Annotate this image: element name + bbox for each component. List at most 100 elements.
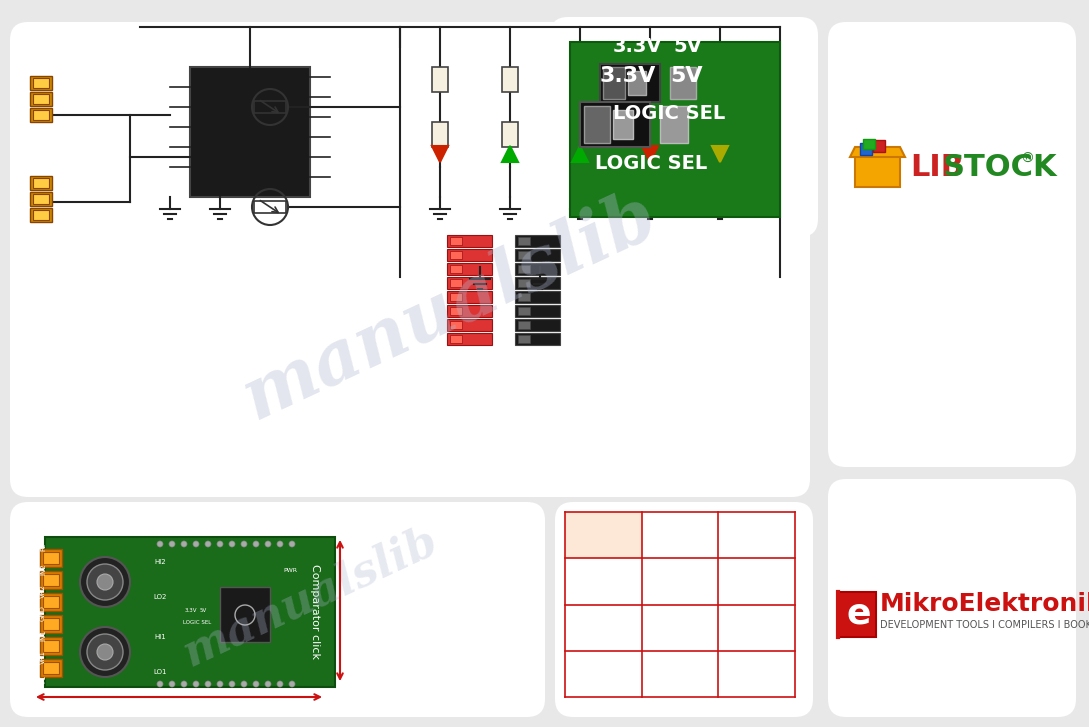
Bar [873, 140, 885, 152]
Polygon shape [855, 152, 900, 187]
Bar [30, 192, 52, 206]
Bar [30, 208, 52, 222]
Text: GND: GND [40, 605, 46, 621]
Bar [518, 237, 530, 245]
Text: LOGIC SEL: LOGIC SEL [595, 154, 707, 173]
Bar [502, 67, 518, 92]
Bar [42, 662, 59, 674]
Bar [40, 571, 62, 589]
Bar [446, 319, 492, 331]
Bar [446, 305, 492, 317]
Text: LO2: LO2 [154, 594, 167, 600]
Bar [518, 293, 530, 301]
Circle shape [265, 681, 271, 687]
Bar [446, 291, 492, 303]
Bar [30, 176, 52, 190]
Bar [515, 319, 560, 331]
Bar [450, 265, 462, 273]
Circle shape [193, 681, 199, 687]
Circle shape [241, 681, 247, 687]
Circle shape [205, 541, 211, 547]
FancyBboxPatch shape [828, 479, 1076, 717]
Bar [42, 552, 59, 564]
Bar [40, 659, 62, 677]
Bar [628, 71, 646, 95]
Circle shape [79, 627, 130, 677]
Bar [862, 139, 874, 149]
Circle shape [193, 541, 199, 547]
Bar [42, 596, 59, 608]
Circle shape [169, 681, 175, 687]
Bar [33, 194, 49, 204]
FancyBboxPatch shape [550, 17, 818, 237]
Circle shape [181, 681, 187, 687]
Bar [515, 263, 560, 275]
Bar [515, 291, 560, 303]
Circle shape [217, 541, 223, 547]
Bar [42, 618, 59, 630]
Bar [254, 201, 286, 213]
Bar [580, 102, 650, 147]
Bar [518, 335, 530, 343]
Bar [515, 249, 560, 261]
Bar [30, 92, 52, 106]
Bar [40, 637, 62, 655]
Bar [446, 277, 492, 289]
Bar [30, 108, 52, 122]
Bar [643, 67, 658, 92]
Bar [860, 143, 872, 155]
Circle shape [277, 681, 283, 687]
Text: MikroElektronika: MikroElektronika [880, 592, 1089, 616]
Circle shape [241, 541, 247, 547]
Bar [42, 574, 59, 586]
Bar [572, 122, 588, 147]
Bar [588, 47, 768, 192]
Bar [450, 237, 462, 245]
Bar [515, 333, 560, 345]
Circle shape [157, 681, 163, 687]
Circle shape [97, 574, 113, 590]
Bar [712, 122, 729, 147]
Bar [450, 335, 462, 343]
Circle shape [253, 541, 259, 547]
FancyBboxPatch shape [10, 22, 810, 497]
Bar [518, 307, 530, 315]
Bar [670, 67, 696, 99]
Bar [572, 67, 588, 92]
Bar [450, 321, 462, 329]
Bar [446, 249, 492, 261]
Bar [570, 42, 780, 217]
FancyBboxPatch shape [828, 22, 1076, 467]
Circle shape [289, 541, 295, 547]
Text: LOGIC SEL: LOGIC SEL [613, 104, 725, 123]
Bar [518, 251, 530, 259]
Text: P2: P2 [40, 543, 46, 551]
Text: 5V: 5V [200, 608, 207, 613]
Bar [600, 64, 660, 102]
Bar [839, 592, 876, 637]
Bar [432, 122, 448, 147]
Text: 3.3V: 3.3V [600, 66, 657, 86]
Text: Comparator click: Comparator click [310, 564, 320, 659]
Text: HI2: HI2 [155, 559, 166, 565]
Text: LOGIC SEL: LOGIC SEL [183, 620, 211, 625]
FancyBboxPatch shape [10, 502, 544, 717]
Circle shape [169, 541, 175, 547]
Text: IN1: IN1 [40, 629, 46, 641]
Bar [40, 549, 62, 567]
Bar [432, 67, 448, 92]
Text: e: e [846, 597, 870, 631]
Bar [515, 235, 560, 247]
Polygon shape [502, 146, 518, 162]
Polygon shape [572, 146, 588, 162]
Bar [180, 602, 212, 642]
FancyBboxPatch shape [555, 502, 813, 717]
Text: 3.3V: 3.3V [185, 608, 197, 613]
Text: STOCK: STOCK [943, 153, 1057, 182]
Bar [446, 235, 492, 247]
Circle shape [229, 681, 235, 687]
Polygon shape [432, 146, 448, 162]
Bar [220, 587, 270, 642]
Text: manualslib: manualslib [175, 519, 444, 675]
Bar [450, 279, 462, 287]
